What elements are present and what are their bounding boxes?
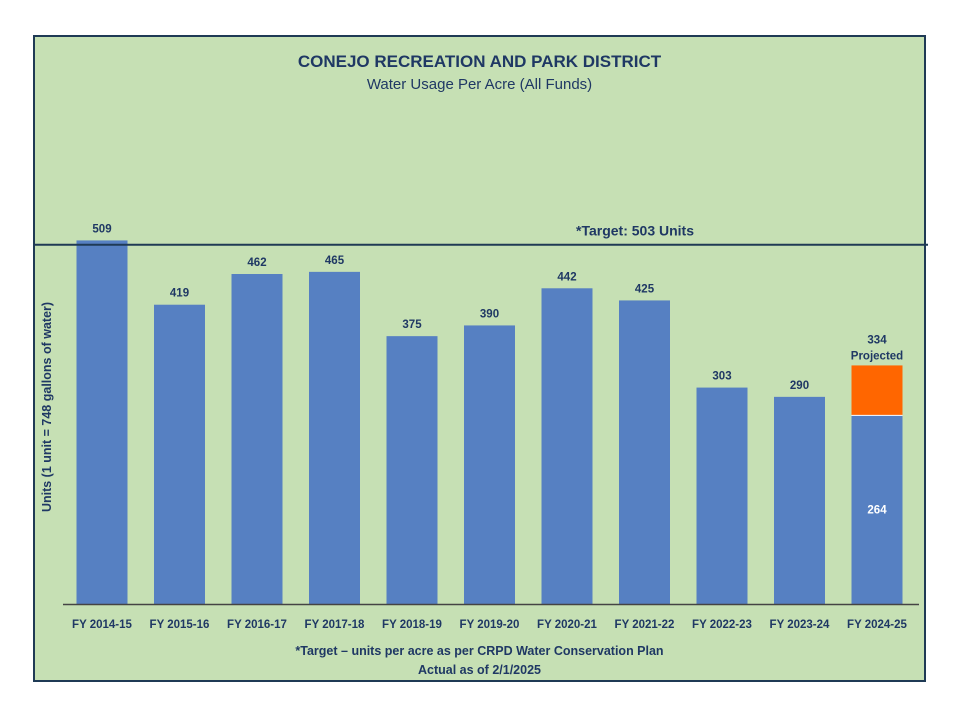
x-tick-label: FY 2015-16 <box>150 619 210 631</box>
data-label: 509 <box>92 223 111 235</box>
bar-actual <box>696 387 748 604</box>
chart-plot: 509 FY 2014-15 419 FY 2015-16 462 FY 2016-17 4… <box>35 223 928 631</box>
x-tick-label: FY 2018-19 <box>382 619 442 631</box>
footnote-target: *Target – units per acre as per CRPD Wat… <box>295 644 664 658</box>
bar-actual <box>619 300 670 604</box>
bar-actual <box>541 288 593 604</box>
bar-actual <box>231 274 283 604</box>
bar-actual <box>851 415 903 604</box>
x-tick-label: FY 2022-23 <box>692 619 752 631</box>
bar-actual <box>774 396 825 604</box>
bar-actual <box>309 271 360 604</box>
data-label: 465 <box>325 255 345 267</box>
data-label: 462 <box>247 257 266 269</box>
data-label: 425 <box>635 283 655 295</box>
chart-panel: CONEJO RECREATION AND PARK DISTRICT Wate… <box>33 35 928 682</box>
chart-subtitle: Water Usage Per Acre (All Funds) <box>366 76 593 93</box>
x-tick-label: FY 2020-21 <box>537 619 597 631</box>
x-tick-label: FY 2021-22 <box>615 619 675 631</box>
data-label: 264 <box>867 505 887 517</box>
data-label: 375 <box>402 319 422 331</box>
bar-actual <box>386 336 438 604</box>
data-label-projected: Projected <box>851 350 903 362</box>
x-tick-label: FY 2016-17 <box>227 619 287 631</box>
target-label: *Target: 503 Units <box>576 223 694 239</box>
data-label: 303 <box>712 371 731 383</box>
bar-actual <box>464 325 515 604</box>
data-label: 442 <box>557 271 576 283</box>
footnote-date: Actual as of 2/1/2025 <box>418 663 541 677</box>
data-label: 290 <box>790 380 809 392</box>
x-tick-label: FY 2017-18 <box>305 619 365 631</box>
data-label: 419 <box>170 288 189 300</box>
bar-projected <box>851 365 903 416</box>
x-tick-label: FY 2023-24 <box>770 619 830 631</box>
data-label-total: 334 <box>867 334 887 346</box>
x-tick-label: FY 2014-15 <box>72 619 132 631</box>
x-tick-label: FY 2024-25 <box>847 619 907 631</box>
bar-actual <box>154 304 205 604</box>
bar-actual <box>76 240 128 604</box>
data-label: 390 <box>480 308 499 320</box>
x-tick-label: FY 2019-20 <box>460 619 520 631</box>
chart-title: CONEJO RECREATION AND PARK DISTRICT <box>297 52 662 71</box>
